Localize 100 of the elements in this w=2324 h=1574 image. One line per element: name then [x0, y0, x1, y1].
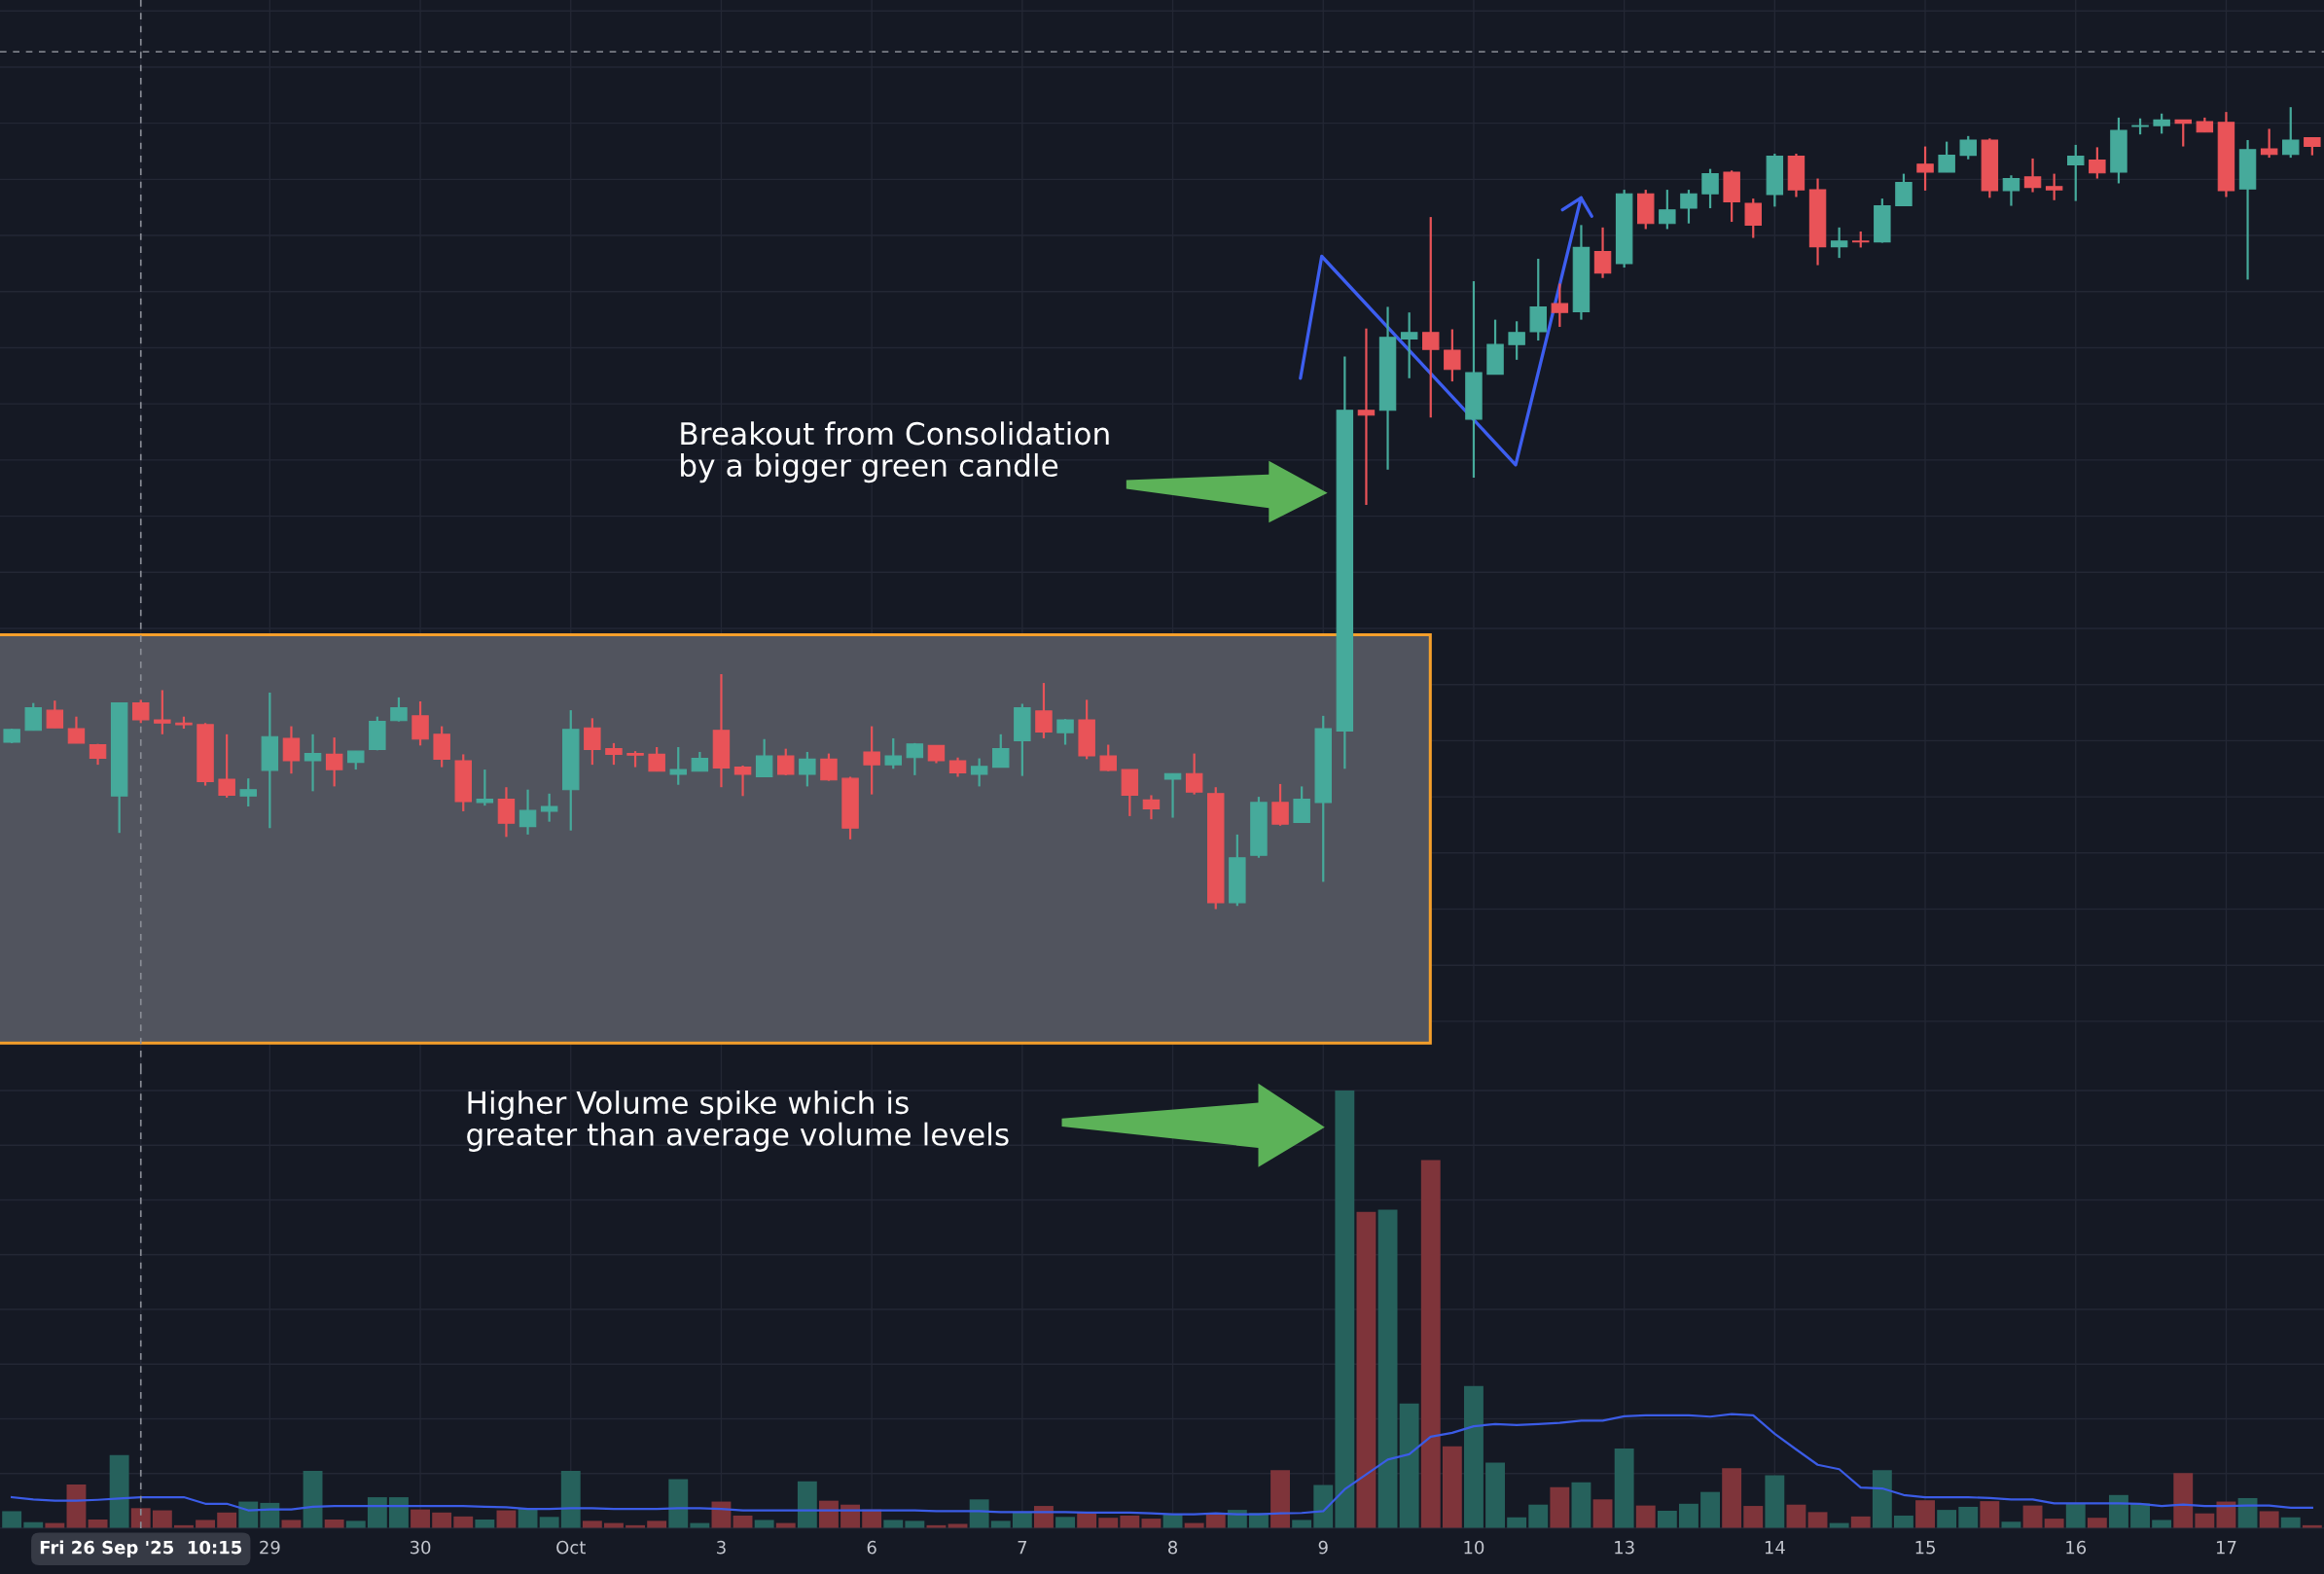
bar: [217, 1512, 237, 1528]
candlestick: [1142, 794, 1161, 821]
candlestick: [648, 745, 665, 772]
annotation: Higher Volume spike which is greater than average volume levels: [467, 1091, 1009, 1152]
bar: [453, 1516, 474, 1528]
bar: [2152, 1520, 2172, 1528]
bar: [1872, 1470, 1892, 1528]
bar: [152, 1510, 172, 1528]
candlestick: [669, 745, 687, 786]
bar: [539, 1517, 559, 1528]
bar: [1270, 1470, 1290, 1528]
candlestick: [584, 717, 601, 767]
x-tick-label: 8: [1168, 1540, 1178, 1555]
bar: [1464, 1385, 1484, 1528]
candlestick: [518, 788, 537, 836]
candlestick: [799, 750, 816, 788]
x-tick-label: 7: [1018, 1541, 1027, 1555]
bar: [905, 1520, 925, 1528]
x-tick-label: 13: [1615, 1540, 1634, 1555]
bar: [2065, 1503, 2086, 1528]
bar: [2173, 1473, 2194, 1528]
candlestick: [2304, 136, 2321, 157]
bar: [1550, 1486, 1570, 1528]
candlestick: [777, 747, 795, 776]
candlestick: [733, 764, 752, 798]
candlestick: [1959, 134, 1977, 161]
bar: [2087, 1518, 2107, 1528]
bar: [1786, 1504, 1806, 1528]
x-tick-label: 10: [1464, 1540, 1484, 1555]
x-tick-label: 15: [1915, 1541, 1935, 1555]
candlestick: [1056, 718, 1074, 746]
bar: [411, 1509, 430, 1528]
candlestick: [154, 689, 171, 735]
bar: [1592, 1499, 1613, 1528]
annotation: Breakout from Consolidation by a bigger green candle: [681, 421, 1109, 483]
candlestick: [282, 725, 301, 775]
bar: [1292, 1520, 1312, 1528]
bar: [1098, 1518, 1119, 1528]
candlestick: [46, 699, 64, 730]
bar: [2044, 1519, 2064, 1528]
candlestick: [1916, 145, 1934, 193]
bar: [1635, 1505, 1656, 1528]
candlestick: [948, 756, 967, 778]
x-tick-label: 6: [867, 1540, 876, 1555]
candlestick: [2045, 172, 2063, 201]
x-tick-label: 17: [2216, 1541, 2236, 1555]
candlestick: [67, 715, 86, 744]
candlestick: [411, 699, 429, 747]
bar: [1722, 1468, 1742, 1528]
candlestick: [2023, 157, 2042, 194]
candlestick: [1659, 188, 1676, 231]
candlestick: [1938, 140, 1955, 174]
candlestick: [1357, 327, 1376, 507]
bar: [2259, 1511, 2279, 1528]
candlestick: [1593, 226, 1612, 279]
candlestick: [24, 701, 42, 732]
bar: [1679, 1503, 1698, 1528]
candlestick: [2089, 146, 2106, 180]
candlestick: [325, 736, 343, 788]
candlestick: [390, 696, 408, 723]
candlestick: [970, 757, 988, 788]
bar: [2022, 1505, 2043, 1528]
bar: [1980, 1501, 2000, 1528]
x-tick-label: 29: [260, 1540, 280, 1555]
candlestick: [1701, 167, 1719, 210]
x-tick-label: 9: [1318, 1540, 1328, 1555]
candlestick: [1099, 743, 1117, 772]
bar: [1313, 1485, 1334, 1528]
bar: [1700, 1491, 1720, 1528]
bar: [1571, 1482, 1591, 1528]
candlestick: [218, 733, 235, 800]
candlestick: [347, 750, 365, 771]
bar: [2195, 1513, 2215, 1528]
bar: [582, 1520, 602, 1528]
bar: [2109, 1494, 2128, 1528]
bar: [797, 1481, 817, 1528]
candlestick: [476, 768, 494, 807]
bar: [389, 1497, 409, 1528]
bar: [1743, 1506, 1764, 1528]
bar: [109, 1454, 129, 1528]
bar: [1442, 1446, 1462, 1528]
candlestick: [1680, 188, 1698, 225]
bar: [1915, 1500, 1935, 1528]
candlestick: [1271, 782, 1289, 827]
bar: [1485, 1462, 1505, 1528]
bar: [2130, 1503, 2150, 1528]
x-tick-label: 30: [410, 1540, 431, 1555]
bar: [1765, 1475, 1785, 1528]
bar: [345, 1520, 366, 1528]
candlestick: [2282, 106, 2300, 160]
candlestick: [820, 752, 838, 782]
candlestick: [1895, 172, 1913, 207]
bar: [647, 1520, 667, 1528]
candlestick: [1035, 681, 1053, 740]
candlestick: [2002, 174, 2020, 207]
bar: [990, 1520, 1011, 1528]
x-tick-label: 16: [2066, 1540, 2087, 1555]
candlestick: [691, 750, 709, 772]
bar: [1055, 1517, 1075, 1528]
candlestick: [239, 777, 257, 808]
